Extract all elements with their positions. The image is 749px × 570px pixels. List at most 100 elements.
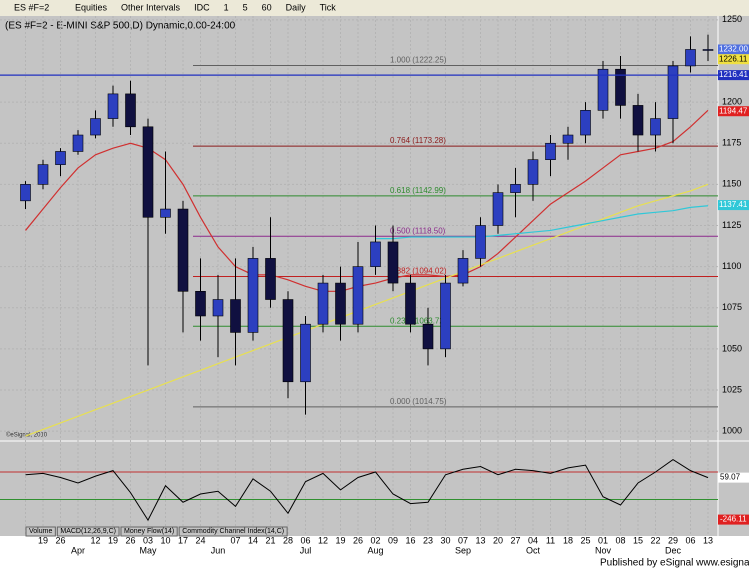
price-label: 1216.41 (719, 70, 748, 79)
candle-body (247, 258, 259, 333)
study-tab-frame[interactable] (25, 526, 56, 537)
candle-body (230, 299, 241, 333)
study-tab-frame[interactable] (120, 526, 178, 537)
x-tick-label: 14 (248, 535, 258, 545)
candle-body (615, 68, 626, 106)
month-label: Jun (211, 545, 226, 555)
symbol-box[interactable]: ES #F=2 (14, 2, 49, 12)
x-tick-label: 07 (230, 535, 240, 545)
candle-body (177, 208, 189, 292)
study-tab[interactable]: Commodity Channel Index(14,C) (182, 528, 284, 535)
candle-body (667, 65, 679, 119)
candle-body (422, 323, 434, 350)
study-tab[interactable]: MACD(12,26,9,C) (60, 528, 116, 535)
x-tick-label: 11 (546, 535, 555, 545)
candle-body (685, 49, 696, 67)
indicator-line (25, 459, 709, 522)
fib-label: 1.000 (1222.25) (390, 56, 447, 65)
toolbar-button[interactable]: Daily (286, 2, 307, 12)
study-tab-frame[interactable] (56, 526, 120, 537)
toolbar-button[interactable]: 5 (243, 2, 248, 12)
candle-body (265, 258, 276, 300)
x-tick-label: 23 (423, 535, 433, 545)
month-label: Dec (665, 545, 682, 555)
x-tick-label: 03 (143, 535, 153, 545)
candle-body (650, 118, 661, 136)
candle-body (142, 126, 154, 218)
y-tick-label: 1125 (722, 220, 741, 230)
price-label: 1232.00 (719, 45, 748, 54)
y-tick-label: 1000 (722, 426, 742, 436)
candle-body (510, 184, 521, 193)
x-tick-label: 12 (318, 535, 328, 545)
x-tick-label: 18 (563, 535, 573, 545)
candle-body (212, 299, 224, 317)
y-tick-label: 1075 (722, 302, 742, 312)
toolbar-button[interactable]: Tick (320, 2, 337, 12)
candle-body (352, 266, 364, 325)
fib-label: 0.382 (1094.02) (390, 267, 447, 276)
x-tick-label: 28 (283, 535, 293, 545)
candle-body (195, 291, 206, 317)
study-tab[interactable]: Money Flow(14) (124, 528, 174, 535)
price-box (718, 44, 749, 55)
toolbar-button[interactable]: Other Intervals (121, 2, 181, 12)
x-tick-label: 13 (475, 535, 485, 545)
candle-body (492, 192, 504, 226)
candle-body (107, 93, 119, 119)
candle-body (597, 68, 609, 111)
candle-body (580, 110, 591, 136)
candle-body (160, 208, 171, 218)
study-tab-frame[interactable] (178, 526, 288, 537)
x-tick-label: 10 (160, 535, 170, 545)
indicator-value: 59.07 (720, 473, 741, 482)
fib-label: 0.618 (1142.99) (390, 186, 446, 195)
x-tick-label: 21 (265, 535, 275, 545)
moving-average (375, 205, 709, 240)
y-tick-label: 1175 (722, 138, 741, 148)
candle-body (72, 134, 84, 152)
candle-body (632, 105, 644, 136)
candle-body (702, 49, 714, 51)
fib-label: 0.500 (1118.50) (390, 226, 446, 235)
toolbar (0, 0, 749, 16)
x-tick-label: 30 (440, 535, 450, 545)
fib-label: 0.236 (1063.72) (390, 316, 447, 325)
study-tab[interactable]: Volume (29, 528, 52, 535)
candle-body (282, 299, 294, 383)
toolbar-button[interactable]: 60 (262, 2, 272, 12)
month-label: May (139, 545, 157, 555)
x-tick-label: 06 (685, 535, 695, 545)
y-tick-label: 1025 (722, 384, 742, 394)
candle-body (125, 93, 136, 128)
x-tick-label: 25 (580, 535, 590, 545)
date-axis (0, 536, 749, 557)
toolbar-button[interactable]: 1 (224, 2, 229, 12)
price-label: 1194.47 (719, 106, 748, 115)
candle-body (37, 164, 49, 185)
x-tick-label: 08 (615, 535, 625, 545)
candle-body (90, 118, 101, 136)
chart-title: (ES #F=2 - E-MINI S&P 500,D) Dynamic,0.0… (5, 21, 236, 32)
y-tick-label: 1200 (722, 96, 742, 106)
candle-body (370, 241, 381, 267)
candle-body (387, 241, 399, 284)
candle-body (562, 134, 574, 144)
month-label: Apr (71, 545, 85, 555)
toolbar-button[interactable]: IDC (194, 2, 210, 12)
fib-label: 0.764 (1173.28) (390, 136, 446, 145)
x-tick-label: 24 (195, 535, 205, 545)
candle-body (55, 151, 66, 165)
indicator-box (718, 472, 749, 483)
indicator-low-box (718, 514, 749, 525)
toolbar-button[interactable]: Equities (75, 2, 108, 12)
x-tick-label: 26 (55, 535, 65, 545)
price-label: 1226.11 (719, 54, 748, 63)
candle-body (440, 282, 451, 350)
x-tick-label: 15 (633, 535, 643, 545)
x-tick-label: 16 (405, 535, 415, 545)
month-label: Sep (455, 545, 471, 555)
price-label: 1137.41 (719, 200, 748, 209)
